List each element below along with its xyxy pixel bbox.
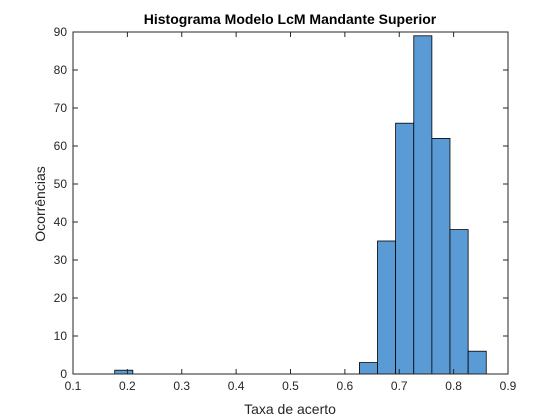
y-tick-label: 90 [54, 25, 68, 39]
histogram-bar-4 [413, 35, 433, 375]
y-tick-label: 40 [54, 215, 68, 229]
x-tick-label: 0.9 [500, 379, 517, 393]
axes-group: 0.1 0.2 0.3 0.4 0.5 0.6 0.7 0.8 0.9 0 10 20 30 40 50 60… [54, 25, 517, 393]
x-axis-label: Taxa de acerto [244, 401, 336, 417]
x-tick-label: 0.5 [282, 379, 299, 393]
y-tick-label: 70 [54, 101, 68, 115]
y-tick-label: 20 [54, 291, 68, 305]
y-tick-label: 50 [54, 177, 68, 191]
histogram-bar-1 [358, 362, 378, 375]
histogram-bar-2 [377, 240, 397, 375]
histogram-bar-6 [449, 229, 469, 375]
histogram-bar-7 [467, 350, 487, 375]
x-tick-label: 0.1 [65, 379, 82, 393]
x-tick-label: 0.7 [391, 379, 408, 393]
histogram-bar-0 [114, 369, 134, 375]
x-tick-label: 0.6 [337, 379, 354, 393]
y-tick-label: 10 [54, 329, 68, 343]
x-tick-label: 0.2 [119, 379, 136, 393]
bars-group [114, 35, 487, 375]
y-tick-label: 60 [54, 139, 68, 153]
y-tick-label: 80 [54, 63, 68, 77]
y-axis-label: Ocorrências [32, 166, 48, 241]
x-tick-label: 0.8 [445, 379, 462, 393]
histogram-bar-5 [431, 137, 451, 375]
x-tick-label: 0.3 [173, 379, 190, 393]
y-tick-label: 0 [60, 367, 67, 381]
chart-title: Histograma Modelo LcM Mandante Superior [144, 11, 437, 27]
x-tick-label: 0.4 [228, 379, 245, 393]
histogram-bar-3 [395, 122, 415, 375]
y-tick-label: 30 [54, 253, 68, 267]
